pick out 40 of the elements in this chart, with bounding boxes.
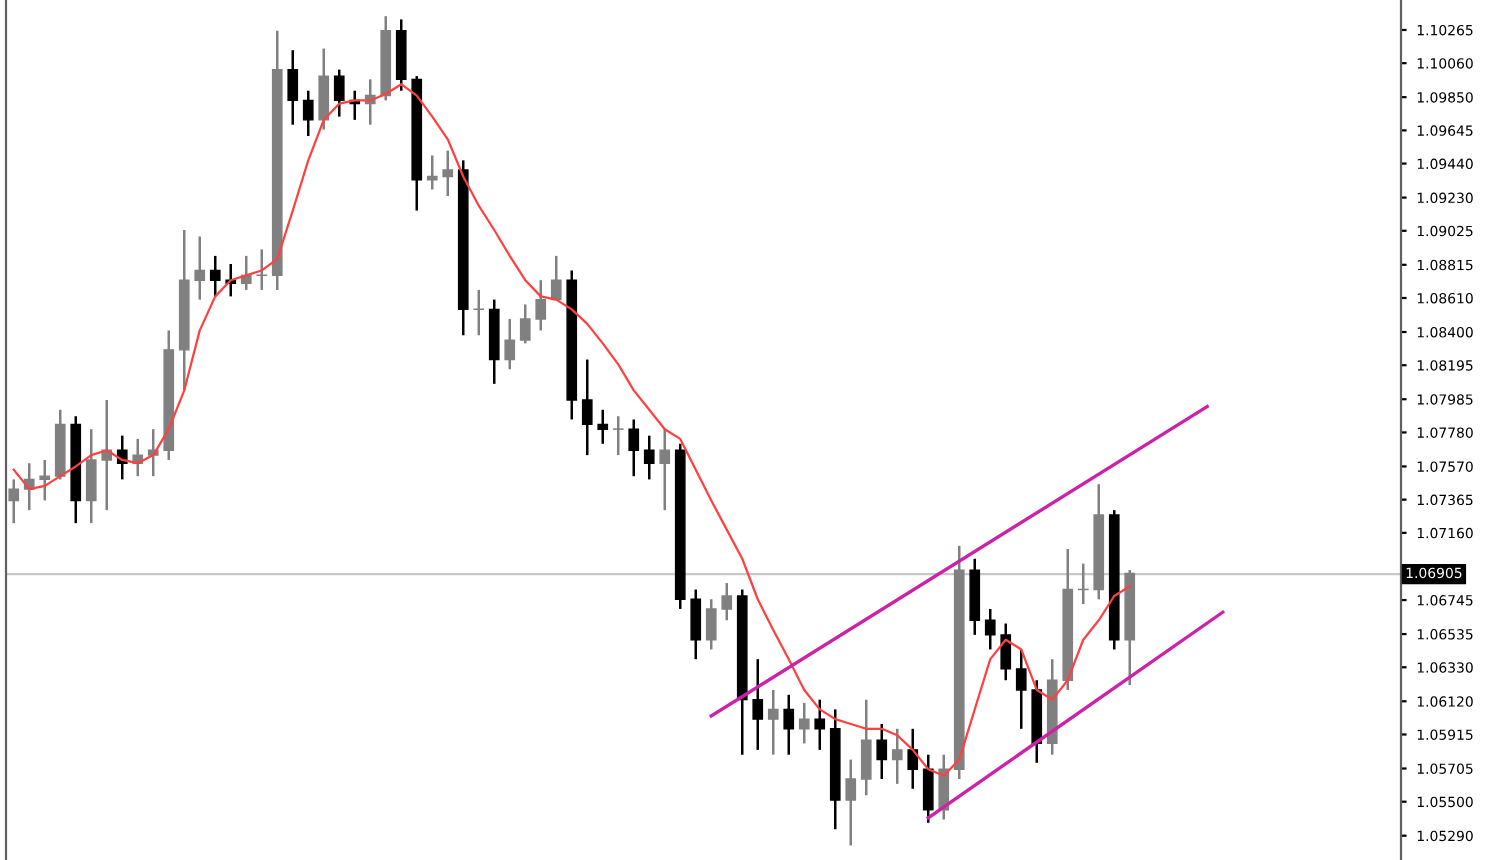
candlestick — [752, 657, 764, 752]
candlestick — [302, 89, 314, 138]
candlestick — [1015, 648, 1027, 731]
candlestick — [519, 303, 531, 345]
candlestick — [705, 598, 717, 651]
candlestick — [922, 753, 934, 824]
candlestick — [473, 288, 485, 337]
candlestick — [845, 758, 857, 847]
candlestick — [643, 434, 655, 481]
candlestick — [876, 722, 888, 781]
candlestick — [814, 698, 826, 752]
candlestick — [721, 581, 733, 622]
candlestick — [628, 418, 640, 478]
candlestick — [783, 693, 795, 756]
candlestick — [256, 248, 268, 292]
candlestick — [85, 427, 97, 525]
candlestick — [612, 414, 624, 457]
candlestick — [984, 607, 996, 651]
candlestick — [1000, 622, 1012, 682]
candlestick — [860, 698, 872, 797]
candlestick — [891, 727, 903, 786]
candlestick — [287, 48, 299, 126]
candlestick — [581, 358, 593, 457]
candlestick — [333, 68, 345, 118]
candlestick — [426, 154, 438, 191]
candlestick — [39, 458, 51, 502]
candlestick — [550, 254, 562, 301]
candlestick — [504, 317, 516, 371]
candlestick — [767, 688, 779, 756]
candlestick — [690, 588, 702, 661]
candlestick — [442, 149, 454, 198]
candlestick — [8, 478, 20, 525]
candlestick — [209, 254, 221, 298]
candlestick — [535, 278, 547, 332]
candlestick — [798, 701, 810, 745]
candlestick — [907, 727, 919, 790]
candlestick — [597, 408, 609, 446]
candlestick — [659, 427, 671, 512]
candlestick — [318, 47, 330, 131]
candlestick — [194, 235, 206, 301]
